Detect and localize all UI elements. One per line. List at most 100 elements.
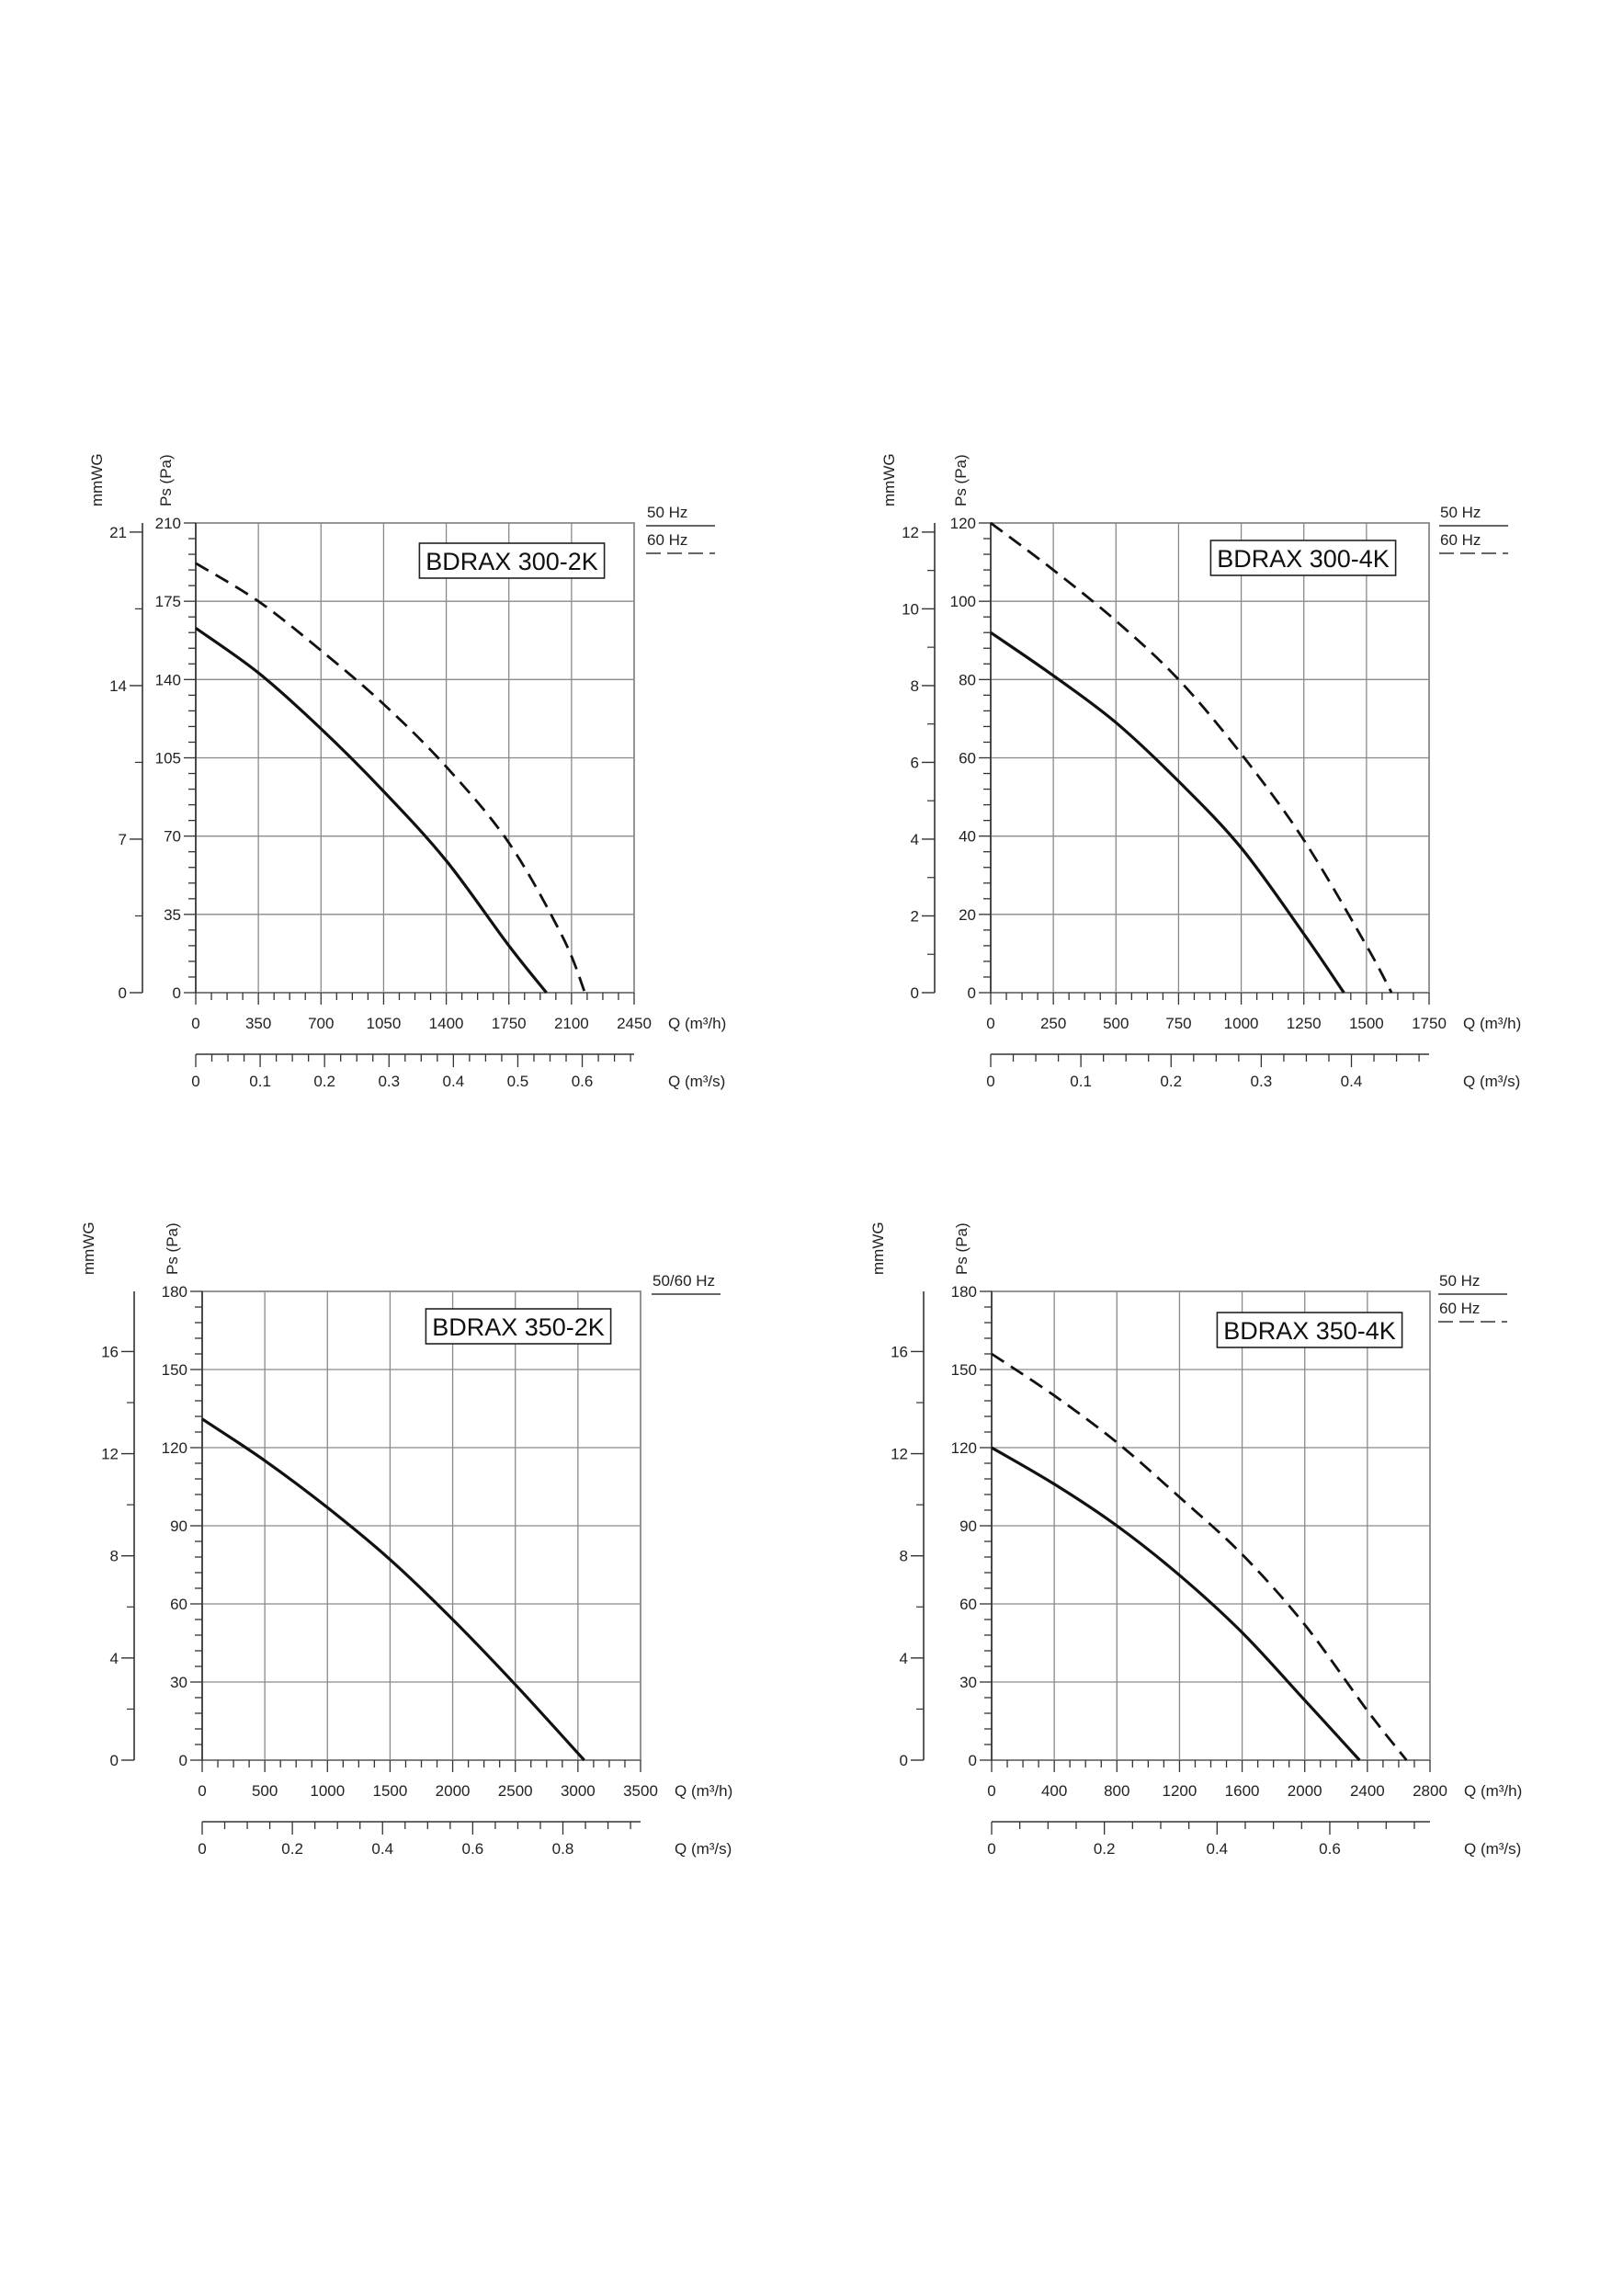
m3h-tick-label: 1600 — [1225, 1782, 1260, 1800]
m3h-tick-label: 1000 — [310, 1782, 345, 1800]
m3h-tick-label: 0 — [191, 1015, 199, 1032]
curve-50-60-hz — [201, 1417, 585, 1762]
m3h-tick-label: 2400 — [1350, 1782, 1385, 1800]
legend-label: 60 Hz — [647, 531, 687, 549]
m3s-tick-label: 0.6 — [1319, 1840, 1341, 1858]
chart-bdrax-350-4k: 0 30 60 90 120 150 180 Ps (Pa) 0 4 8 12 16 mmWG 0 400 80… — [869, 1222, 1522, 1858]
m3h-tick-label: 1500 — [373, 1782, 408, 1800]
mmwg-tick-label: 6 — [911, 754, 919, 771]
m3h-tick-label: 500 — [1103, 1015, 1129, 1032]
m3h-axis-title: Q (m³/h) — [1463, 1015, 1521, 1032]
curve-50-hz — [990, 631, 1345, 994]
m3s-tick-label: 0 — [986, 1073, 994, 1090]
mmwg-tick-label: 2 — [911, 907, 919, 925]
pa-tick-label: 80 — [959, 671, 976, 688]
curve-50-hz — [195, 627, 548, 994]
m3s-tick-label: 0.6 — [572, 1073, 594, 1090]
pa-axis-title: Ps (Pa) — [157, 454, 175, 506]
m3h-tick-label: 2500 — [498, 1782, 533, 1800]
pa-tick-label: 60 — [959, 750, 976, 767]
legend-label: 50 Hz — [1439, 1272, 1480, 1290]
m3h-tick-label: 2000 — [1288, 1782, 1322, 1800]
m3s-tick-label: 0.3 — [1251, 1073, 1273, 1090]
m3h-tick-label: 1500 — [1349, 1015, 1384, 1032]
legend-label: 50 Hz — [647, 504, 687, 521]
m3h-tick-label: 0 — [987, 1782, 995, 1800]
curve-50-hz — [991, 1446, 1361, 1762]
m3h-tick-label: 3000 — [561, 1782, 596, 1800]
pa-tick-label: 180 — [951, 1283, 977, 1301]
m3s-tick-label: 0.8 — [552, 1840, 574, 1858]
pa-axis-title: Ps (Pa) — [953, 1222, 970, 1275]
m3h-tick-label: 2000 — [436, 1782, 471, 1800]
m3s-tick-label: 0.3 — [378, 1073, 400, 1090]
m3h-tick-label: 1750 — [1412, 1015, 1447, 1032]
model-label: BDRAX 300-2K — [426, 548, 598, 575]
mmwg-tick-label: 0 — [911, 984, 919, 1002]
m3h-tick-label: 3500 — [623, 1782, 658, 1800]
mmwg-tick-label: 7 — [119, 831, 127, 848]
mmwg-tick-label: 0 — [900, 1752, 908, 1769]
pa-tick-label: 120 — [951, 1439, 977, 1457]
mmwg-tick-label: 10 — [902, 600, 919, 618]
m3h-tick-label: 2100 — [554, 1015, 589, 1032]
m3s-axis-title: Q (m³/s) — [668, 1073, 725, 1090]
model-label: BDRAX 350-4K — [1223, 1317, 1396, 1345]
model-label-box — [425, 1308, 612, 1345]
m3s-axis-title: Q (m³/s) — [1464, 1840, 1521, 1858]
pa-tick-label: 40 — [959, 828, 976, 846]
mmwg-tick-label: 12 — [902, 524, 919, 541]
m3s-tick-label: 0.4 — [443, 1073, 465, 1090]
m3h-tick-label: 2450 — [617, 1015, 652, 1032]
m3s-tick-label: 0 — [987, 1840, 995, 1858]
chart-bdrax-300-2k: 0 35 70 105 140 175 210 Ps (Pa) 0 7 14 21 mmWG 0 350 70… — [88, 453, 726, 1090]
chart-bdrax-300-4k: 0 20 40 60 80 100 120 Ps (Pa) 0 2 4 6 8 10 12 mmWG 0 250 5… — [880, 453, 1521, 1090]
m3h-tick-label: 0 — [198, 1782, 206, 1800]
model-label-box — [1209, 540, 1397, 576]
m3s-tick-label: 0.4 — [371, 1840, 393, 1858]
legend-label: 50/60 Hz — [653, 1272, 715, 1290]
pa-tick-label: 70 — [164, 828, 181, 846]
legend-label: 60 Hz — [1439, 1300, 1480, 1317]
m3s-tick-label: 0.2 — [1094, 1840, 1116, 1858]
model-label: BDRAX 300-4K — [1217, 545, 1390, 573]
pa-tick-label: 30 — [959, 1674, 977, 1691]
m3s-tick-label: 0.5 — [507, 1073, 529, 1090]
pa-tick-label: 100 — [950, 593, 976, 610]
m3h-tick-label: 350 — [245, 1015, 271, 1032]
mmwg-tick-label: 8 — [110, 1548, 119, 1565]
legend-label: 50 Hz — [1440, 504, 1481, 521]
pa-tick-label: 120 — [162, 1439, 187, 1457]
m3s-axis-title: Q (m³/s) — [675, 1840, 732, 1858]
pa-tick-label: 0 — [173, 984, 181, 1002]
pa-tick-label: 180 — [162, 1283, 187, 1301]
m3s-tick-label: 0.1 — [249, 1073, 271, 1090]
pa-tick-label: 90 — [959, 1517, 977, 1535]
mmwg-axis-title: mmWG — [80, 1222, 97, 1275]
pa-axis-title: Ps (Pa) — [952, 454, 970, 506]
mmwg-tick-label: 4 — [911, 831, 919, 848]
pa-tick-label: 30 — [170, 1674, 187, 1691]
pa-tick-label: 140 — [155, 671, 181, 688]
mmwg-tick-label: 12 — [891, 1446, 908, 1463]
mmwg-tick-label: 16 — [891, 1343, 908, 1360]
curve-60-hz — [991, 1352, 1408, 1761]
m3s-axis-title: Q (m³/s) — [1463, 1073, 1520, 1090]
pa-tick-label: 60 — [170, 1596, 187, 1613]
mmwg-tick-label: 0 — [119, 984, 127, 1002]
m3h-tick-label: 1200 — [1163, 1782, 1197, 1800]
pa-tick-label: 150 — [162, 1361, 187, 1379]
pa-tick-label: 90 — [170, 1517, 187, 1535]
m3h-axis-title: Q (m³/h) — [675, 1782, 732, 1800]
mmwg-tick-label: 16 — [101, 1343, 119, 1360]
mmwg-tick-label: 21 — [109, 524, 127, 541]
mmwg-tick-label: 4 — [110, 1650, 119, 1667]
pa-tick-label: 150 — [951, 1361, 977, 1379]
pa-tick-label: 60 — [959, 1596, 977, 1613]
legend-label: 60 Hz — [1440, 531, 1481, 549]
mmwg-tick-label: 14 — [109, 677, 127, 695]
pa-tick-label: 35 — [164, 906, 181, 924]
m3s-tick-label: 0 — [198, 1840, 206, 1858]
m3h-tick-label: 2800 — [1413, 1782, 1447, 1800]
